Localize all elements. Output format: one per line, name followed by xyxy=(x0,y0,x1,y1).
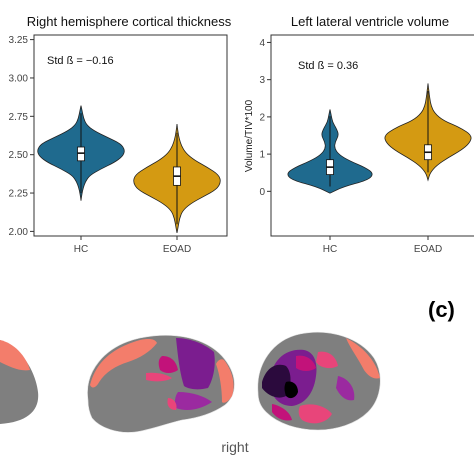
chart-right-ytick-label: 4 xyxy=(259,38,265,49)
brain-medial-magenta-lower xyxy=(272,404,292,421)
chart-right-ylabel: Volume/TIV*100 xyxy=(244,99,255,172)
brain-medial-magenta xyxy=(296,355,316,371)
chart-right-frame xyxy=(270,34,474,237)
brain-lateral-pink-small xyxy=(167,398,177,410)
chart-left-title: Right hemisphere cortical thickness xyxy=(27,14,232,29)
brain-left-salmon xyxy=(0,340,30,371)
chart-left-ytick-label: 2.50 xyxy=(9,150,29,161)
chart-right-ytick-label: 3 xyxy=(259,75,265,86)
brain-lateral-pink xyxy=(146,372,172,382)
brain-left-partial xyxy=(0,340,39,424)
brain-caption: right xyxy=(221,439,248,455)
brain-medial-purple-right xyxy=(336,376,355,401)
brain-medial-dark xyxy=(262,364,291,398)
brain-medial-salmon xyxy=(346,338,380,379)
chart-right-violins xyxy=(287,83,472,194)
chart-left-ytick-label: 3.25 xyxy=(9,35,29,46)
chart-left-frame xyxy=(33,34,228,237)
brain-medial-black xyxy=(284,381,298,399)
chart-right-annotation: Std ß = 0.36 xyxy=(298,60,358,72)
chart-left-ytick-label: 2.75 xyxy=(9,112,29,123)
chart-left-ytick-label: 2.00 xyxy=(9,227,29,238)
chart-right-xtick-label: HC xyxy=(323,244,337,255)
chart-left-violins xyxy=(37,105,221,233)
chart-right-ytick-label: 0 xyxy=(259,187,265,198)
chart-right-ytick-label: 1 xyxy=(259,150,265,161)
brain-lateral-purple xyxy=(176,338,215,390)
chart-right-ytick-label: 2 xyxy=(259,112,265,123)
brain-medial-pink-lower xyxy=(298,404,332,424)
brain-lateral-magenta xyxy=(158,356,178,373)
chart-right-x-axis: HC EOAD xyxy=(323,236,442,255)
chart-left-xtick-label: EOAD xyxy=(163,244,191,255)
chart-left-y-axis: 2.00 2.25 2.50 2.75 3.00 3.25 xyxy=(9,35,34,238)
brain-lateral-purple-temporal xyxy=(174,392,212,410)
brain-lateral xyxy=(87,335,235,433)
brain-lateral-salmon-frontal xyxy=(90,339,157,388)
chart-right: Left lateral ventricle volume Std ß = 0.… xyxy=(244,14,474,255)
chart-left: Right hemisphere cortical thickness Std … xyxy=(9,14,232,255)
brain-lateral-salmon-occipital xyxy=(216,359,234,403)
panel-label: (c) xyxy=(428,297,455,322)
chart-left-ytick-label: 3.00 xyxy=(9,73,29,84)
chart-right-y-axis: 0 1 2 3 4 xyxy=(259,38,271,198)
chart-left-xtick-label: HC xyxy=(74,244,88,255)
chart-left-annotation: Std ß = −0.16 xyxy=(47,55,114,67)
brain-medial xyxy=(257,331,381,431)
brain-medial-pink-upper xyxy=(316,351,338,369)
chart-right-xtick-label: EOAD xyxy=(414,244,442,255)
chart-left-ytick-label: 2.25 xyxy=(9,189,29,200)
chart-left-x-axis: HC EOAD xyxy=(74,236,191,255)
brain-lateral-gray xyxy=(87,335,235,433)
chart-right-title: Left lateral ventricle volume xyxy=(291,14,449,29)
